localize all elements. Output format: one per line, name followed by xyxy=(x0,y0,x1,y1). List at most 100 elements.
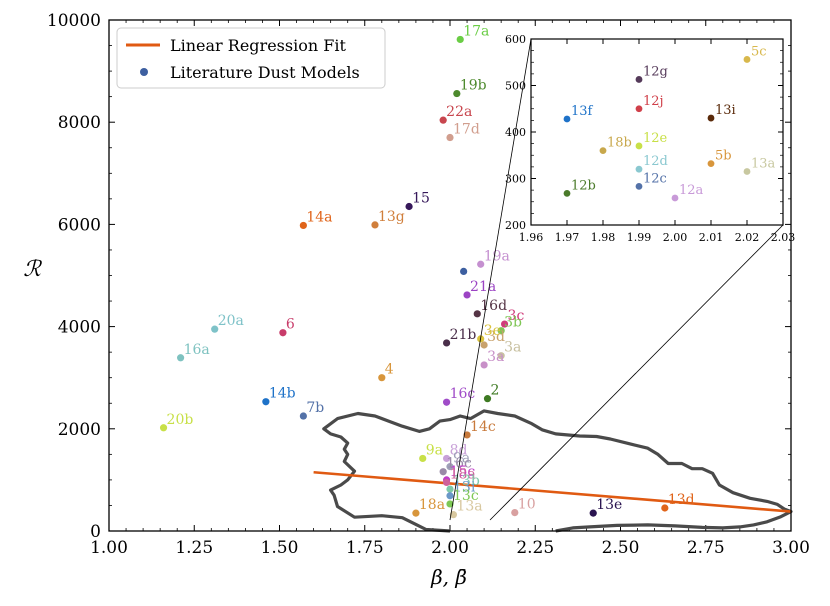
data-point-label: 8d xyxy=(450,442,468,458)
x-tick-label: 2.25 xyxy=(516,538,554,558)
data-point-label: 15c xyxy=(450,464,476,480)
inset-x-tick-label: 1.97 xyxy=(555,231,580,244)
x-tick-label: 1.50 xyxy=(261,538,299,558)
data-point xyxy=(211,325,219,333)
inset-x-tick-label: 2.02 xyxy=(735,231,760,244)
main-plot: 1.00 1.25 1.50 1.75 2.00 2.25 2.50 2.75 3.00 0 200… xyxy=(47,11,810,558)
data-point xyxy=(442,478,451,487)
data-point-label: 13d xyxy=(668,492,695,508)
inset-background xyxy=(531,39,783,225)
data-point-label: 13i xyxy=(453,480,476,496)
inset-x-tick-label: 2.01 xyxy=(699,231,724,244)
data-point-label: 18a xyxy=(419,497,445,513)
data-point-label: 17a xyxy=(463,23,489,39)
y-tick-label: 4000 xyxy=(58,318,101,338)
data-point xyxy=(446,133,454,142)
inset-x-tick-label: 2.03 xyxy=(771,231,796,244)
zoom-connector-top xyxy=(449,38,532,521)
x-tick-label: 1.00 xyxy=(90,538,128,558)
zoom-connector-bottom xyxy=(489,224,784,521)
data-point xyxy=(446,485,454,493)
data-point xyxy=(589,509,597,517)
data-point-label: 14a xyxy=(306,209,332,225)
data-point xyxy=(299,412,307,420)
density-contour xyxy=(322,409,793,533)
data-point-label: 13e xyxy=(596,497,622,513)
inset-frame xyxy=(530,38,784,226)
inset-data-point xyxy=(635,183,643,190)
inset-data-point xyxy=(671,194,679,202)
data-point xyxy=(177,354,185,362)
data-point xyxy=(299,221,307,230)
inset-data-point-label: 5b xyxy=(715,149,732,164)
data-point xyxy=(453,89,461,98)
data-point xyxy=(412,509,420,517)
x-tick-label: 3.00 xyxy=(772,538,810,558)
data-point xyxy=(442,454,451,463)
x-tick-label: 2.00 xyxy=(431,538,469,558)
data-point-label: 16c xyxy=(450,386,476,402)
inset-x-tick-label: 1.99 xyxy=(627,231,652,244)
inset-data-point xyxy=(707,114,715,122)
data-point-label: 20a xyxy=(218,313,244,329)
data-point-label: 6 xyxy=(286,317,295,333)
inset-data-point xyxy=(743,56,751,63)
data-point-label: 3d xyxy=(487,329,505,345)
legend: Linear Regression Fit Literature Dust Mo… xyxy=(116,27,386,89)
data-point-label: 15 xyxy=(412,191,430,207)
data-point xyxy=(439,116,447,124)
data-point-label: 21b xyxy=(450,327,477,343)
data-point xyxy=(661,504,669,512)
regression-fit-line xyxy=(313,470,792,513)
x-axis-label: β, β̄ xyxy=(430,565,467,589)
y-tick-label: 0 xyxy=(90,522,101,542)
data-point xyxy=(463,431,471,439)
data-point-label: 10 xyxy=(518,497,536,513)
data-point xyxy=(463,291,471,299)
y-tick-label: 10000 xyxy=(47,11,101,31)
y-tick-label: 2000 xyxy=(58,420,101,440)
inset-data-point xyxy=(707,160,715,168)
data-point xyxy=(405,202,413,211)
data-point-label: 13c xyxy=(453,488,479,504)
inset-data-point xyxy=(563,115,571,123)
data-point-label: 20b xyxy=(167,412,194,428)
data-point-label: 3c xyxy=(508,308,525,324)
x-tick-label: 1.25 xyxy=(175,538,213,558)
data-point-label: 22a xyxy=(446,104,472,120)
data-point-label: 16a xyxy=(184,342,210,358)
inset-x-tick-label: 1.98 xyxy=(591,231,616,244)
inset-data-point-label: 12a xyxy=(679,183,704,198)
data-point xyxy=(159,424,168,432)
data-point-label: 9a xyxy=(426,442,443,458)
data-point xyxy=(419,454,427,463)
data-point-label: 13g xyxy=(378,209,405,225)
inset-data-point xyxy=(635,105,643,113)
inset-data-point xyxy=(635,142,643,150)
data-point-label: 4 xyxy=(385,362,394,378)
inset-plot: 1.96 1.97 1.98 1.99 2.00 2.01 2.02 2.03 200 300 40… xyxy=(505,33,795,244)
data-point-label: 17d xyxy=(453,122,480,138)
inset-data-point-label: 13a xyxy=(751,157,776,172)
y-axis-label: ℛ xyxy=(23,257,42,282)
inset-data-point-label: 12b xyxy=(571,178,596,193)
data-point-label: 19a xyxy=(484,248,510,264)
inset-data-point xyxy=(635,165,643,173)
inset-y-tick-label: 500 xyxy=(505,80,526,93)
data-point xyxy=(456,35,464,44)
inset-data-point xyxy=(563,189,571,197)
data-point-label: 21a xyxy=(470,279,496,295)
data-point-label: 7b xyxy=(306,400,324,416)
legend-box xyxy=(116,27,386,89)
data-point xyxy=(279,329,287,337)
inset-data-point-label: 12e xyxy=(643,131,668,146)
data-point xyxy=(483,395,492,403)
inset-data-point xyxy=(743,168,751,175)
data-point-label: 14c xyxy=(470,419,496,435)
data-point xyxy=(439,468,447,476)
x-tick-label: 1.75 xyxy=(346,538,384,558)
inset-x-tick-label: 2.00 xyxy=(663,231,688,244)
data-point xyxy=(442,398,451,406)
data-point-label: 3a xyxy=(487,349,504,365)
